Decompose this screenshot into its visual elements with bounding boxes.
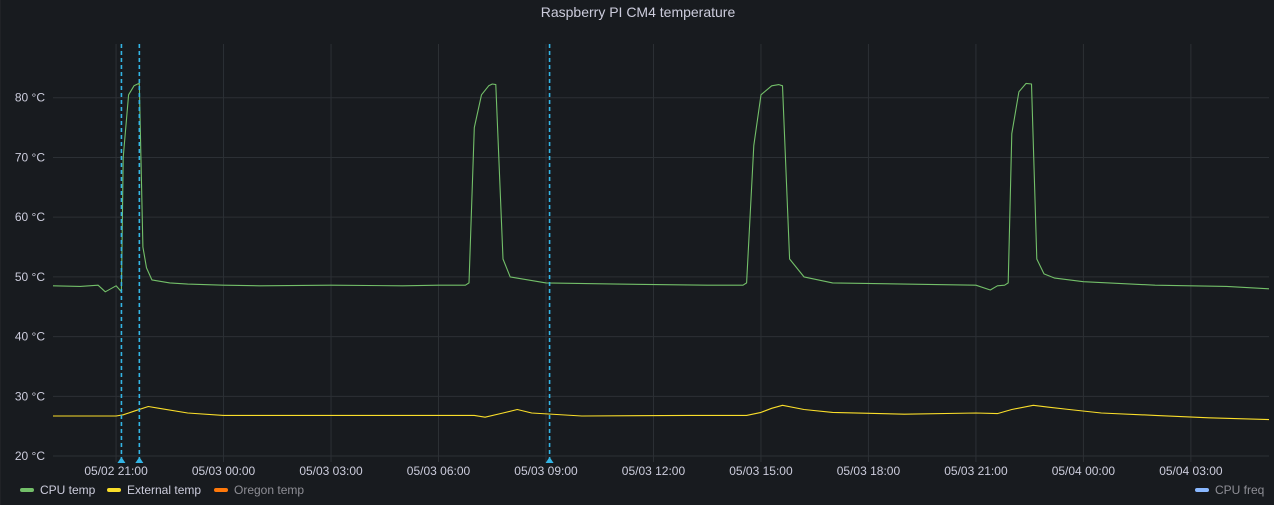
legend-label-cpu-temp: CPU temp [40, 483, 96, 497]
x-tick-label: 05/03 18:00 [837, 464, 901, 478]
legend-swatch-oregon-temp [214, 488, 228, 492]
y-tick-label: 50 °C [15, 270, 45, 284]
y-tick-label: 60 °C [15, 210, 45, 224]
x-tick-label: 05/03 12:00 [622, 464, 686, 478]
x-tick-label: 05/03 00:00 [192, 464, 256, 478]
legend-item-oregon-temp[interactable]: Oregon temp [214, 483, 304, 497]
x-tick-label: 05/03 09:00 [514, 464, 578, 478]
legend-swatch-cpu-temp [20, 488, 34, 492]
legend-label-cpu-freq: CPU freq [1215, 483, 1265, 497]
y-tick-label: 30 °C [15, 389, 45, 403]
annotation-marker [135, 457, 144, 463]
annotation-marker [117, 457, 126, 463]
series-line-external-temp [53, 404, 1270, 421]
y-tick-label: 80 °C [15, 91, 45, 105]
legend: CPU temp External temp Oregon temp CPU f… [1, 483, 1274, 501]
x-tick-label: 05/04 00:00 [1052, 464, 1116, 478]
chart-plot[interactable]: 20 °C 30 °C 40 °C 50 °C 60 °C 70 °C 80 °C 05/02… [1, 0, 1274, 483]
chart-title[interactable]: Raspberry PI CM4 temperature [540, 4, 736, 20]
legend-item-cpu-freq[interactable]: CPU freq [1195, 483, 1264, 497]
legend-swatch-external-temp [107, 488, 121, 492]
annotation-marker [545, 457, 554, 463]
x-tick-label: 05/04 03:00 [1159, 464, 1223, 478]
legend-swatch-cpu-freq [1195, 488, 1209, 492]
legend-label-oregon-temp: Oregon temp [234, 483, 305, 497]
y-tick-label: 20 °C [15, 449, 45, 463]
y-tick-label: 40 °C [15, 330, 45, 344]
x-tick-label: 05/03 21:00 [944, 464, 1008, 478]
x-tick-label: 05/02 21:00 [84, 464, 148, 478]
x-tick-label: 05/03 06:00 [407, 464, 471, 478]
legend-label-external-temp: External temp [127, 483, 202, 497]
legend-item-external-temp[interactable]: External temp [107, 483, 201, 497]
x-tick-label: 05/03 03:00 [299, 464, 363, 478]
y-tick-label: 70 °C [15, 150, 45, 164]
x-tick-label: 05/03 15:00 [729, 464, 793, 478]
legend-item-cpu-temp[interactable]: CPU temp [20, 483, 95, 497]
series-line-cpu-temp [52, 82, 1270, 293]
